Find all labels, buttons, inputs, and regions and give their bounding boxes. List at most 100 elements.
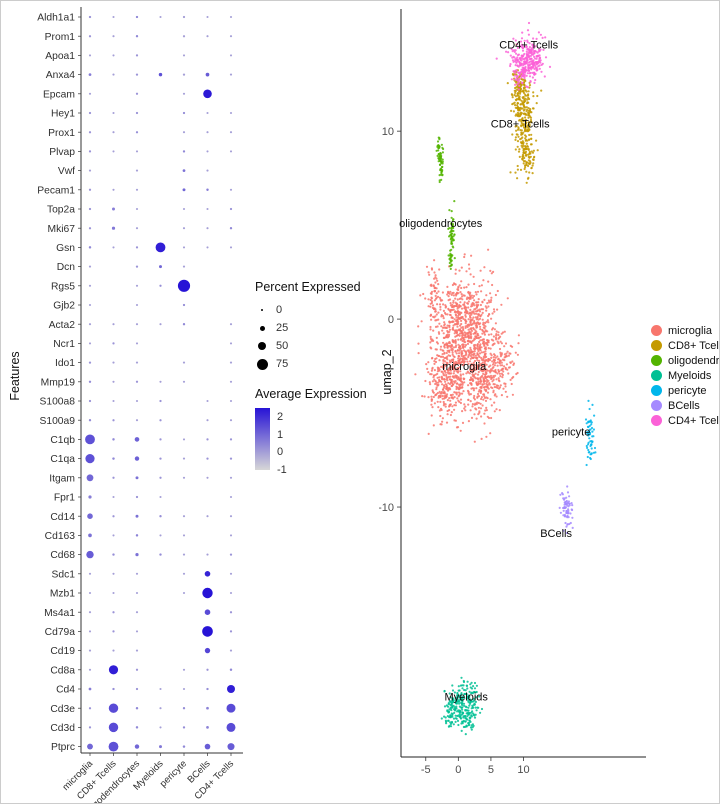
cluster-myeloids <box>440 676 484 736</box>
umap-y-tick-label: -10 <box>379 502 394 514</box>
legend-color-dot <box>651 400 662 411</box>
umap-x-tick-label: 5 <box>488 764 494 776</box>
size-legend-dot <box>255 321 269 335</box>
size-legend-label: 50 <box>276 340 289 352</box>
size-legend-item: 75 <box>255 355 367 373</box>
gene-axis-label: Cd19 <box>50 646 75 657</box>
gene-axis-label: Cd14 <box>50 512 75 523</box>
legend-item-label: CD8+ Tcells <box>668 339 719 352</box>
cluster-label-myeloids: Myeloids <box>444 692 488 704</box>
gene-axis-label: Aldh1a1 <box>37 13 75 24</box>
dotplot-panel: Aldh1a1 Prom1 Apoa1 Anxa4 Epcam Hey1 Prox1 Plva… <box>37 7 243 803</box>
cluster-oligodendrocytes <box>435 136 456 270</box>
gene-axis-label: Cd3d <box>50 723 75 734</box>
color-gradient-bar <box>255 408 270 470</box>
cluster-label-cd8-tcells: CD8+ Tcells <box>491 118 550 130</box>
size-legend-label: 0 <box>276 304 283 316</box>
legend-color-dot <box>651 340 662 351</box>
legend-color-dot <box>651 355 662 366</box>
size-legend-dot <box>255 303 269 317</box>
size-legend-item: 0 <box>255 301 367 319</box>
gene-axis-label: Acta2 <box>49 320 76 331</box>
umap-panel: -5 0 5 10 10 0 -10 microglia CD8+ Tcells oligoden… <box>379 9 646 776</box>
cluster-cd4-tcells <box>495 21 552 91</box>
gene-axis-label: Gsn <box>56 243 75 254</box>
umap-x-tick-label: 0 <box>455 764 461 776</box>
gene-axis-label: Cd8a <box>50 665 75 676</box>
umap-x-tick-label: 10 <box>517 764 529 776</box>
gene-axis-label: Epcam <box>43 89 75 100</box>
color-legend-tick-label: -1 <box>277 464 287 476</box>
color-legend: 2 1 0 -1 <box>255 408 325 478</box>
dotplot-y-axis-title: Features <box>8 351 22 401</box>
size-legend-title: Percent Expressed <box>255 280 361 294</box>
gene-axis-label: Vwf <box>58 166 75 177</box>
gene-axis-label: Top2a <box>47 205 75 216</box>
legend-item-label: microglia <box>668 324 713 337</box>
umap-y-tick-label: 0 <box>388 314 394 326</box>
legend-item-label: oligodendrocytes <box>668 354 720 367</box>
gene-axis-label: S100a9 <box>39 416 75 427</box>
cluster-label-pericyte: pericyte <box>552 427 591 439</box>
umap-legend-item: microglia <box>651 323 719 338</box>
dotplot-legends: Percent Expressed 0 25 50 75 Average Expres… <box>255 280 367 478</box>
umap-y-tick-label: 10 <box>382 126 394 138</box>
cluster-microglia <box>414 248 520 443</box>
umap-legend-item: CD8+ Tcells <box>651 338 719 353</box>
cluster-label-cd4-tcells: CD4+ Tcells <box>499 40 558 52</box>
gene-axis-label: Prom1 <box>45 32 76 43</box>
gene-axis-label: Cd3e <box>50 704 75 715</box>
gene-axis-label: Pecam1 <box>37 185 75 196</box>
gene-axis-label: Mmp19 <box>41 377 76 388</box>
cluster-pericyte <box>584 399 597 467</box>
umap-legend-item: Myeloids <box>651 368 719 383</box>
umap-y-axis-title: umap_2 <box>380 349 394 395</box>
gene-axis-label: Apoa1 <box>45 51 75 62</box>
gene-axis-label: Prox1 <box>48 128 75 139</box>
cluster-label-bcells: BCells <box>540 528 572 540</box>
gene-axis-label: Mki67 <box>48 224 76 235</box>
umap-legend-item: pericyte <box>651 383 719 398</box>
legend-color-dot <box>651 325 662 336</box>
cluster-label-microglia: microglia <box>442 361 487 373</box>
gene-axis-label: Cd4 <box>56 685 75 696</box>
size-legend-label: 25 <box>276 322 289 334</box>
color-legend-tick-label: 2 <box>277 410 284 423</box>
legend-item-label: pericyte <box>668 384 707 397</box>
cluster-label-oligodendrocytes: oligodendrocytes <box>399 218 483 230</box>
size-legend-label: 75 <box>276 358 289 370</box>
dotplot-dots <box>85 15 236 752</box>
gene-axis-label: Dcn <box>57 262 76 273</box>
gene-axis-label: Anxa4 <box>46 70 75 81</box>
size-legend-item: 25 <box>255 319 367 337</box>
legend-item-label: CD4+ Tcells <box>668 414 719 427</box>
umap-legend-item: oligodendrocytes <box>651 353 720 368</box>
gene-axis-label: Itgam <box>49 473 75 484</box>
cluster-cd8-tcells <box>506 43 543 184</box>
gene-axis-label: Fpr1 <box>54 493 75 504</box>
gene-axis-label: S100a8 <box>39 397 75 408</box>
legend-item-label: BCells <box>668 399 700 412</box>
gene-axis-label: Plvap <box>49 147 75 158</box>
size-legend-dot <box>255 357 269 371</box>
cluster-bcells <box>558 485 574 535</box>
umap-legend-item: CD4+ Tcells <box>651 413 719 428</box>
umap-legend: microglia CD8+ Tcells oligodendrocytes Myel… <box>651 323 720 428</box>
size-legend-item: 50 <box>255 337 367 355</box>
gene-axis-label: Ms4a1 <box>44 608 75 619</box>
color-legend-tick-label: 1 <box>277 428 284 441</box>
gene-axis-label: Hey1 <box>51 109 75 120</box>
gene-axis-label: C1qb <box>50 435 75 446</box>
gene-axis-label: Cd79a <box>45 627 76 638</box>
gene-axis-label: Ncr1 <box>53 339 75 350</box>
gene-axis-label: Sdc1 <box>52 569 76 580</box>
gene-axis-label: Cd68 <box>50 550 75 561</box>
size-legend: 0 25 50 75 <box>255 301 367 373</box>
color-legend-tick-label: 0 <box>277 446 284 459</box>
legend-item-label: Myeloids <box>668 369 712 382</box>
gene-axis-label: Mzb1 <box>50 589 75 600</box>
color-legend-title: Average Expression <box>255 387 367 401</box>
gene-axis-label: C1qa <box>50 454 75 465</box>
size-legend-dot <box>255 339 269 353</box>
